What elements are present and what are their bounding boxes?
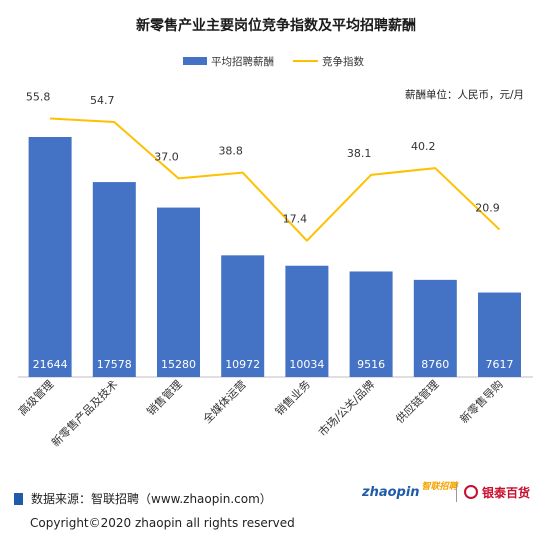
category-label: 新零售产品及技术 [48,377,120,449]
bar-value-label: 7617 [486,358,514,371]
bar [92,182,136,377]
category-label: 销售业务 [272,377,313,418]
bar [413,279,457,377]
legend-swatch-salary [183,57,207,65]
line-value-label: 40.2 [411,140,436,153]
competition-line [50,117,501,242]
bar [221,255,265,377]
bars-group: 21644 17578 15280 10972 10034 9516 8760 7617 [28,137,521,377]
bar-value-label: 8760 [421,358,449,371]
zhaopin-logo-cn: 智联招聘 [421,481,458,492]
source-marker [14,492,23,505]
legend: 平均招聘薪酬 竞争指数 [183,55,364,68]
zhaopin-logo: zhaopin 智联招聘 [362,481,458,503]
bar [157,207,200,377]
line-value-label: 55.8 [26,91,51,104]
source-text: 数据来源：智联招聘（www.zhaopin.com） [31,492,272,506]
yintai-logo-text: 银泰百货 [482,485,531,500]
category-label: 销售管理 [144,377,185,418]
category-label: 新零售导购 [457,377,506,426]
data-source: 数据来源：智联招聘（www.zhaopin.com） [14,490,272,507]
bar-value-label: 9516 [357,358,385,371]
zhaopin-logo-text: zhaopin [362,484,420,500]
bar-value-label: 15280 [161,358,196,371]
bar [28,137,72,377]
category-label: 供应链管理 [393,377,442,426]
category-label: 全媒体运营 [200,377,249,426]
legend-label-salary: 平均招聘薪酬 [211,55,274,68]
bar [285,265,329,377]
bar-value-label: 17578 [97,358,132,371]
line-value-label: 17.4 [283,213,308,226]
line-value-label: 37.0 [154,150,179,163]
logo-divider [456,484,457,502]
bar [349,271,393,377]
line-value-label: 38.1 [347,147,372,160]
unit-note: 薪酬单位：人民币，元/月 [405,88,524,101]
copyright: Copyright©2020 zhaopin all rights reserv… [30,516,295,530]
line-group: 55.8 54.7 37.0 38.8 17.4 38.1 40.2 20.9 [26,91,501,242]
legend-label-competition: 竞争指数 [322,55,364,68]
line-value-label: 38.8 [218,145,243,158]
line-value-label: 20.9 [475,202,500,215]
bar-value-label: 10972 [225,358,260,371]
bar [478,292,521,377]
yintai-logo-icon [464,485,478,499]
line-value-label: 54.7 [90,94,115,107]
chart: 新零售产业主要岗位竞争指数及平均招聘薪酬 平均招聘薪酬 竞争指数 薪酬单位：人民… [15,17,533,449]
chart-title: 新零售产业主要岗位竞争指数及平均招聘薪酬 [136,17,416,34]
bar-value-label: 10034 [289,358,324,371]
yintai-logo: 银泰百货 [464,481,530,503]
category-label: 高级管理 [15,377,56,418]
bar-value-label: 21644 [33,358,68,371]
category-label: 市场/公关/品牌 [315,377,377,439]
